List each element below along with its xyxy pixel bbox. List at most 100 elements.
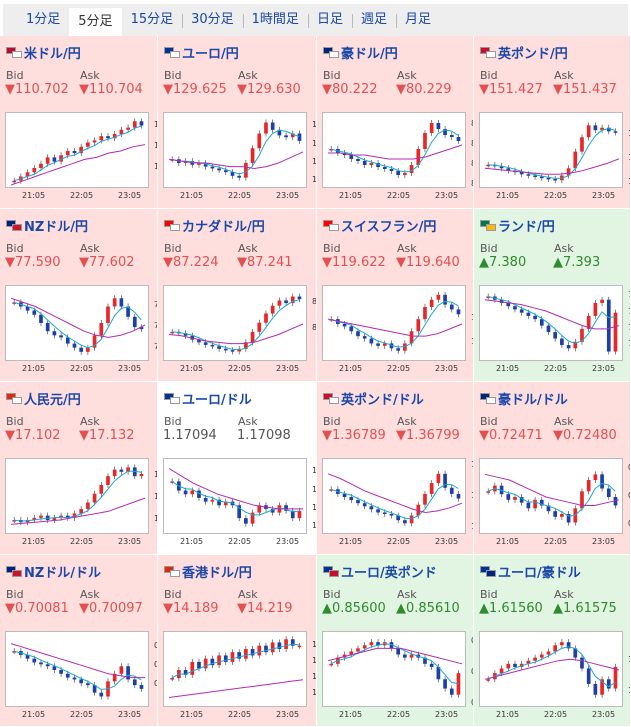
pair-title-link[interactable]: 香港ドル/円: [164, 562, 252, 581]
mini-chart[interactable]: [163, 112, 307, 188]
pair-name: 英ポンド/ドル: [341, 392, 424, 408]
y-tick-label: 87: [312, 323, 317, 333]
tab-1[interactable]: 5分足: [69, 8, 122, 36]
pair-title-link[interactable]: カナダドル/円: [164, 216, 265, 235]
candle-body: [12, 180, 17, 183]
candle-body: [560, 338, 564, 346]
chart-svg: [484, 122, 620, 184]
ask-label: Ask: [238, 69, 258, 82]
mini-chart[interactable]: [322, 112, 466, 188]
mini-chart[interactable]: [479, 112, 623, 188]
mini-chart[interactable]: [5, 112, 149, 188]
tab-7[interactable]: 月足: [404, 12, 431, 27]
ask-value: ▲0.85610: [396, 601, 460, 616]
pair-title-link[interactable]: ユーロ/英ポンド: [323, 562, 437, 581]
candle-body: [369, 642, 374, 646]
pair-title-link[interactable]: NZドル/円: [6, 216, 88, 235]
x-tick-label: 23:05: [276, 364, 300, 373]
candle-body: [573, 648, 578, 658]
candle-body: [197, 661, 201, 669]
pair-title-link[interactable]: ユーロ/豪ドル: [480, 562, 581, 581]
flag-quote-icon: [170, 223, 180, 231]
candle-body: [553, 332, 558, 339]
candle-body: [86, 142, 90, 147]
pair-title-link[interactable]: 人民元/円: [6, 389, 81, 408]
candle-body: [39, 662, 43, 665]
mini-chart[interactable]: [5, 631, 149, 707]
candle-body: [533, 315, 537, 320]
mini-chart[interactable]: [479, 631, 623, 707]
candle-body: [12, 520, 17, 522]
ask-value: ▼77.602: [79, 255, 135, 270]
short-ma-line: [171, 480, 300, 516]
mini-chart[interactable]: [479, 458, 623, 534]
bid-value: ▼0.70081: [5, 601, 69, 616]
candle-body: [443, 679, 447, 689]
flag-icon: [164, 219, 180, 231]
tab-2[interactable]: 15分足: [122, 6, 184, 34]
y-tick-label: 7.39: [628, 290, 630, 299]
mini-chart[interactable]: [322, 458, 466, 534]
pair-title-link[interactable]: 英ポンド/ドル: [323, 389, 424, 408]
ask-label: Ask: [554, 415, 574, 428]
pair-title-link[interactable]: スイスフラン/円: [323, 216, 436, 235]
candle-body: [32, 310, 37, 315]
y-tick-label: 0.701: [154, 679, 157, 688]
pair-title-link[interactable]: ユーロ/ドル: [164, 389, 252, 408]
mini-chart[interactable]: [322, 631, 466, 707]
mini-chart[interactable]: [5, 285, 149, 361]
pair-title-link[interactable]: NZドル/ドル: [6, 562, 101, 581]
mini-chart[interactable]: [5, 458, 149, 534]
tab-6[interactable]: 週足: [352, 6, 397, 34]
candle-body: [376, 343, 380, 346]
x-tick-label: 23:05: [118, 710, 142, 719]
candle-body: [486, 679, 491, 681]
mini-chart[interactable]: [479, 285, 623, 361]
candle-body: [513, 497, 517, 500]
flag-quote-icon: [486, 569, 496, 577]
long-ma-line: [168, 468, 303, 510]
tab-3[interactable]: 30分足: [182, 6, 244, 34]
candle-body: [586, 480, 591, 492]
candle-body: [39, 314, 43, 323]
candle-body: [382, 343, 387, 346]
candle-body: [99, 136, 104, 141]
tab-4[interactable]: 1時間足: [243, 6, 309, 34]
pair-title-link[interactable]: 豪ドル/円: [323, 43, 398, 62]
pair-title-link[interactable]: 英ポンド/円: [480, 43, 568, 62]
tab-0[interactable]: 1分足: [26, 12, 61, 27]
pair-title-link[interactable]: ランド/円: [480, 216, 555, 235]
ask-value: ▼110.704: [79, 82, 143, 97]
ask-value: ▼14.219: [237, 601, 293, 616]
mini-chart[interactable]: [163, 285, 307, 361]
pair-title-link[interactable]: ユーロ/円: [164, 43, 239, 62]
mini-chart[interactable]: [322, 285, 466, 361]
tab-5[interactable]: 日足: [308, 6, 353, 34]
candle-body: [449, 688, 454, 695]
timeframe-tabs: 1分足 5分足 15分足 30分足 1時間足 日足 週足 月足: [3, 4, 628, 36]
mini-chart[interactable]: [163, 631, 307, 707]
candle-body: [429, 663, 434, 667]
candle-body: [119, 129, 124, 134]
x-tick-label: 23:05: [118, 537, 142, 546]
pair-title-link[interactable]: 豪ドル/ドル: [480, 389, 568, 408]
mini-chart[interactable]: [163, 458, 307, 534]
pair-title-link[interactable]: 米ドル/円: [6, 43, 81, 62]
candle-body: [613, 666, 618, 689]
